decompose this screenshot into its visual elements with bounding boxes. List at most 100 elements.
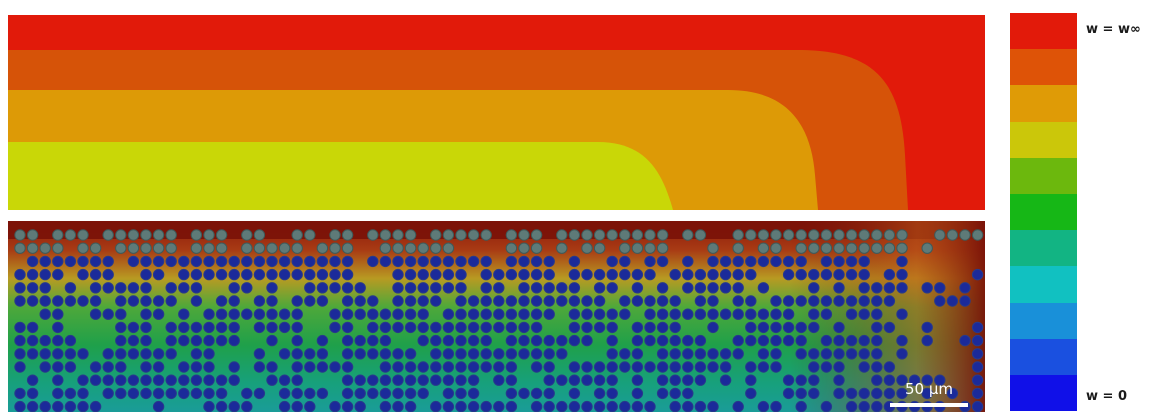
pore-dot [467, 229, 480, 241]
colorbar [1010, 13, 1077, 412]
pore-dot [518, 242, 530, 254]
pore-dot [215, 295, 228, 307]
pore-dot [556, 374, 568, 386]
pore-dot [379, 374, 392, 386]
pore-dot [404, 348, 417, 360]
pore-dot [102, 374, 114, 386]
pore-dot [644, 361, 656, 373]
pore-dot [505, 229, 518, 241]
pore-dot [152, 229, 165, 241]
pore-dot [858, 334, 870, 347]
pore-dot [896, 242, 908, 254]
pore-dot [329, 361, 341, 373]
pore-dot [694, 361, 707, 373]
pore-dot [694, 334, 707, 347]
pore-dot [971, 321, 984, 334]
pore-dot [896, 348, 908, 360]
pore-dot [757, 400, 770, 412]
pore-dot [745, 321, 757, 334]
pore-dot [656, 334, 669, 347]
colorbar-band-2 [1010, 49, 1077, 86]
pore-dot [808, 282, 820, 294]
pore-dot [782, 387, 795, 400]
pore-dot [115, 387, 127, 400]
pore-dot [808, 229, 820, 241]
pore-dot [581, 229, 593, 241]
pore-dot [581, 321, 593, 334]
pore-dot [858, 400, 870, 412]
pore-dot [782, 308, 795, 320]
pore-dot [430, 295, 442, 307]
pore-dot [102, 308, 114, 320]
pore-dot [530, 334, 543, 347]
pore-dot [757, 348, 770, 360]
pore-dot [152, 374, 165, 386]
pore-dot [530, 308, 543, 320]
pore-dot [127, 282, 140, 294]
pore-dot [278, 268, 291, 281]
pore-dot [858, 361, 870, 373]
pore-dot [455, 387, 467, 400]
pore-dot [152, 348, 165, 360]
pore-dot [845, 334, 858, 347]
pore-dot [203, 361, 215, 373]
pore-dot [367, 308, 379, 320]
colorbar-band-7 [1010, 230, 1077, 267]
pore-dot [644, 308, 656, 320]
pore-dot [518, 295, 530, 307]
pore-dot [228, 282, 240, 294]
pore-dot [732, 295, 744, 307]
pore-dot [631, 361, 644, 373]
pore-dot [530, 268, 543, 281]
pore-dot [178, 387, 190, 400]
pore-dot [140, 308, 152, 320]
pore-dot [656, 321, 669, 334]
pore-dot [190, 229, 203, 241]
pore-dot [140, 361, 152, 373]
pore-dot [593, 242, 606, 254]
pore-dot [656, 255, 669, 268]
pore-dot [480, 268, 492, 281]
continuum-model-panel [8, 15, 985, 210]
pore-dot [619, 361, 631, 373]
pore-dot [115, 334, 127, 347]
pore-dot [782, 334, 795, 347]
pore-dot [707, 361, 719, 373]
pore-dot [631, 282, 644, 294]
pore-dot [417, 255, 429, 268]
pore-dot [228, 361, 240, 373]
pore-dot [959, 229, 971, 241]
pore-dot [417, 321, 429, 334]
pore-dot [52, 308, 64, 320]
pore-dot [417, 282, 429, 294]
pore-dot [367, 334, 379, 347]
pore-dot [782, 374, 795, 386]
pore-dot [782, 255, 795, 268]
pore-dot [417, 374, 429, 386]
pore-dot [518, 268, 530, 281]
pore-dot [304, 229, 316, 241]
pore-dot [556, 348, 568, 360]
colorbar-band-11 [1010, 374, 1077, 412]
pore-dot [619, 295, 631, 307]
pore-dot [556, 282, 568, 294]
pore-dot [89, 242, 102, 254]
pore-dot [480, 282, 492, 294]
pore-dot [14, 400, 26, 412]
pore-dot [858, 229, 870, 241]
pore-dot [266, 361, 278, 373]
pore-dot [518, 387, 530, 400]
pore-dot [291, 242, 303, 254]
pore-dot [770, 321, 782, 334]
pore-dot [442, 400, 455, 412]
pore-dot [682, 400, 694, 412]
pore-dot [417, 334, 429, 347]
pore-dot [644, 242, 656, 254]
pore-dot [430, 242, 442, 254]
pore-dot [152, 387, 165, 400]
pore-dot [896, 282, 908, 294]
pore-dot [165, 374, 177, 386]
pore-dot [644, 334, 656, 347]
pore-dot [115, 348, 127, 360]
pore-dot [89, 374, 102, 386]
